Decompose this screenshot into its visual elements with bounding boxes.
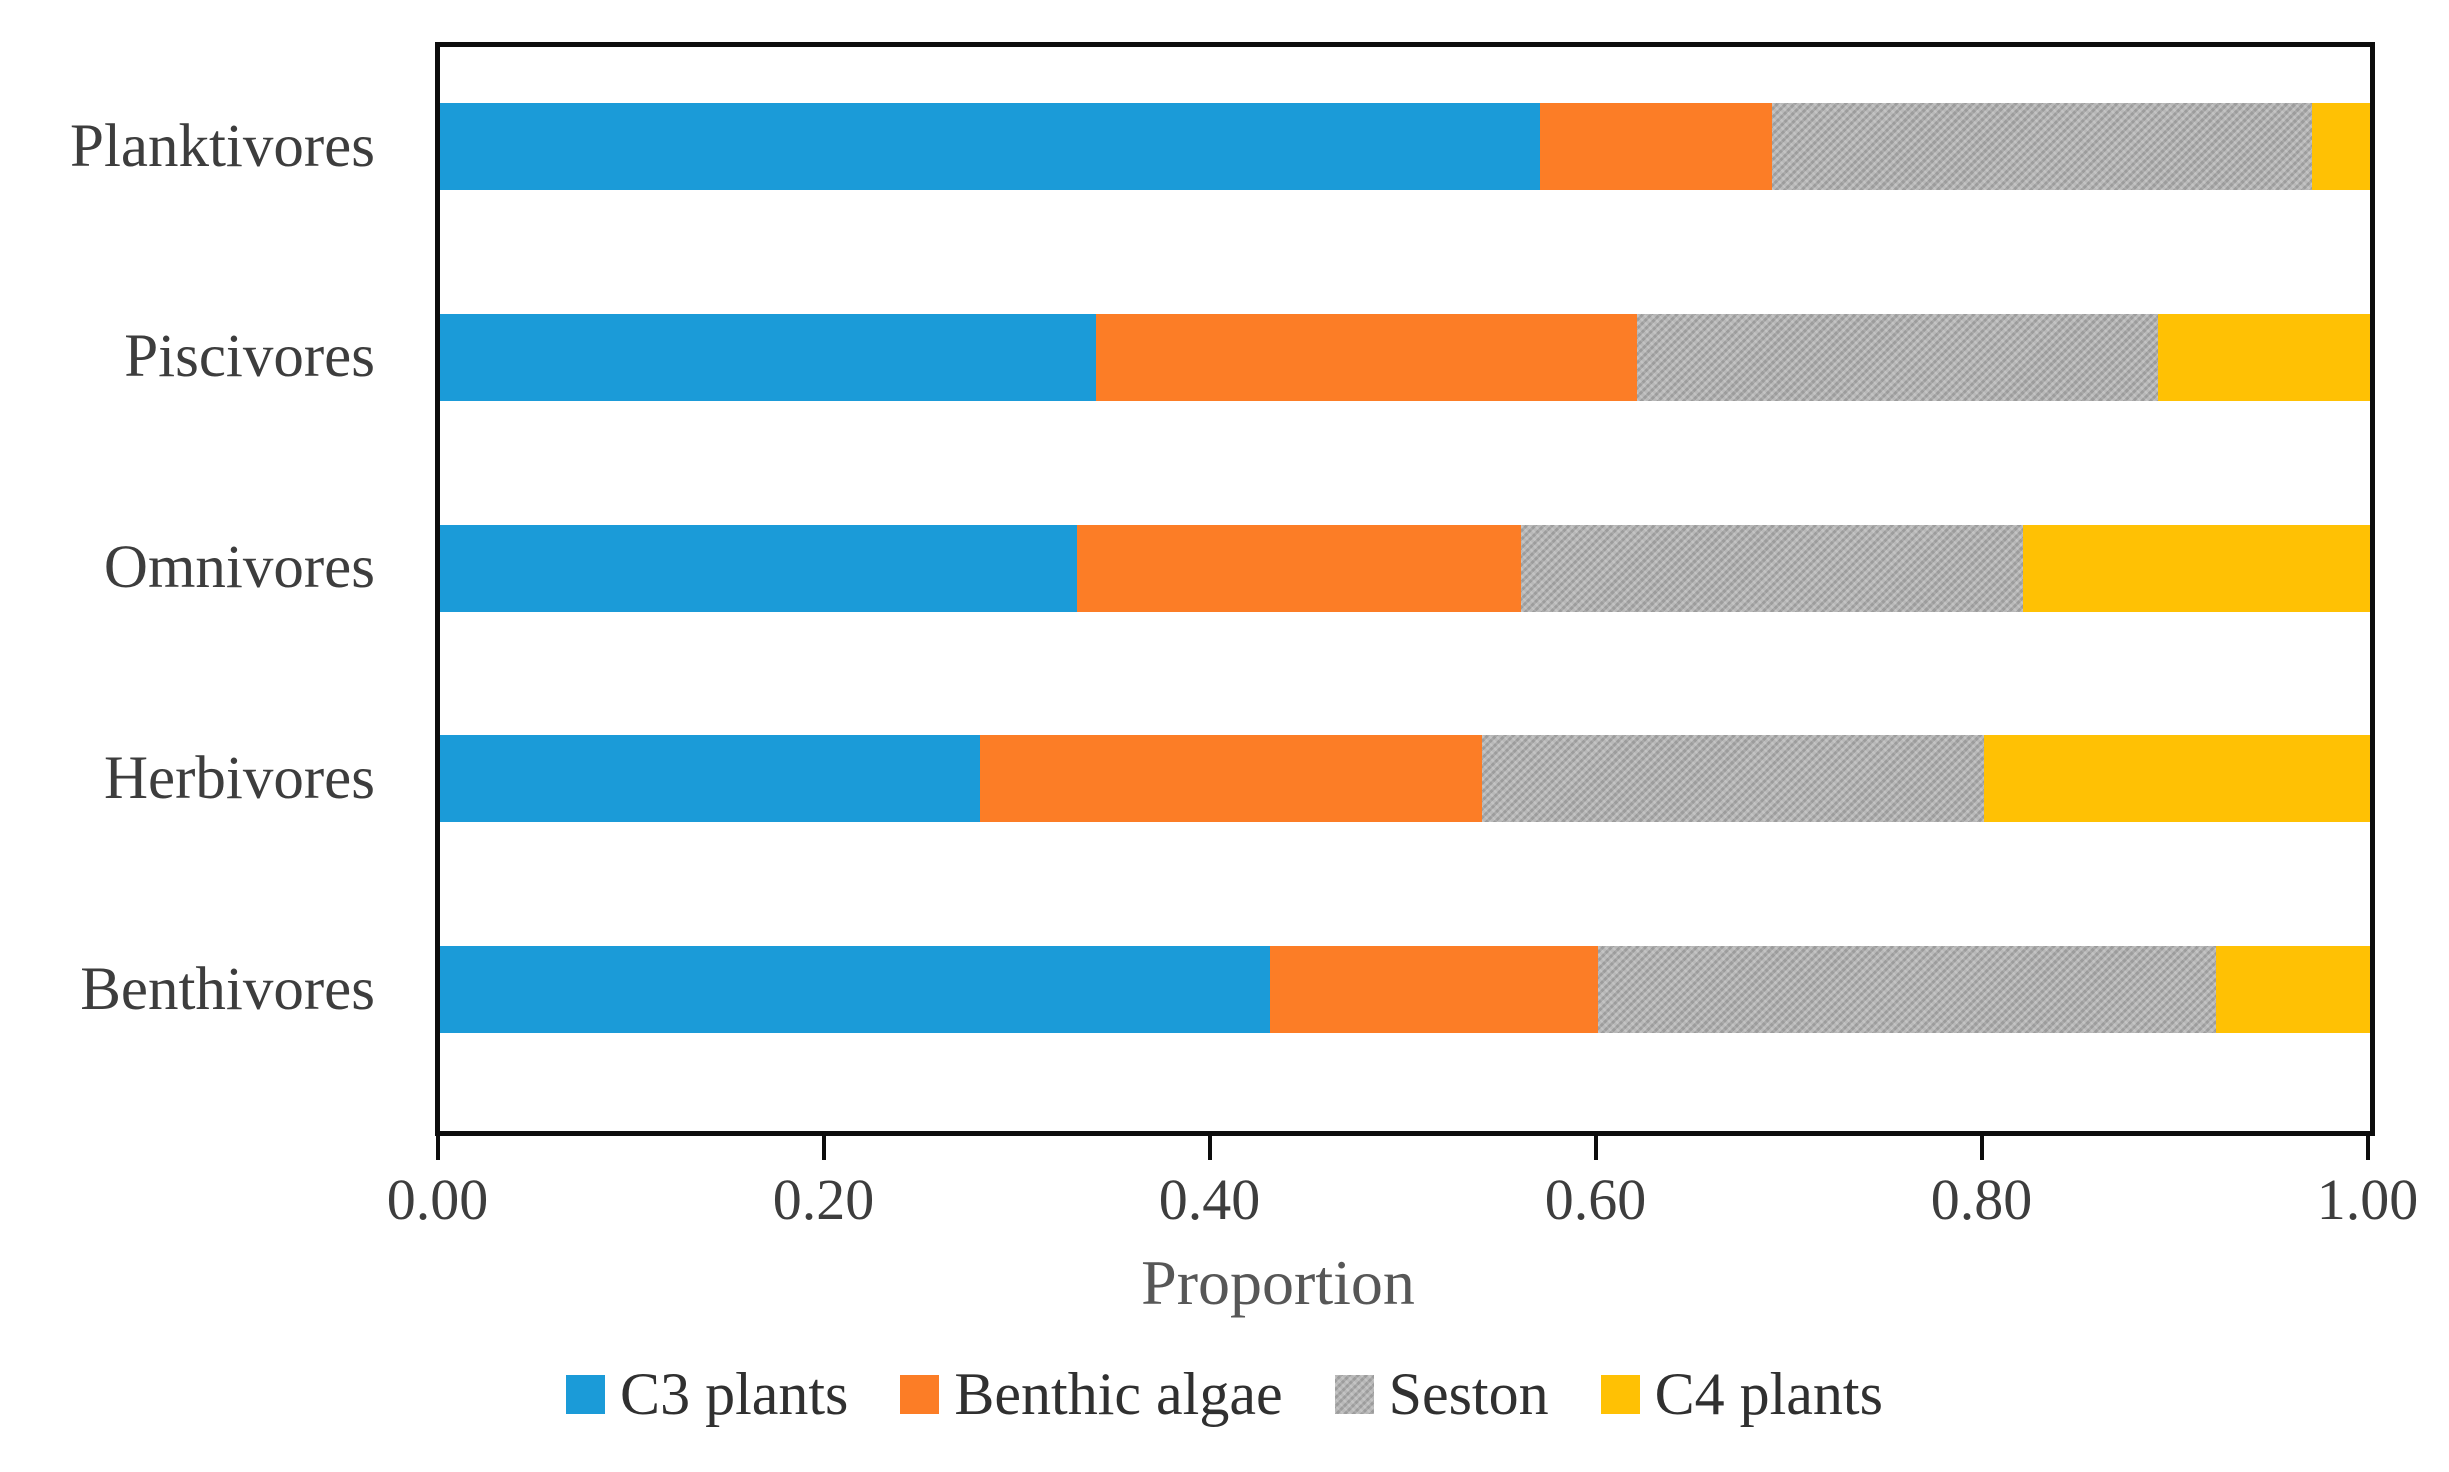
legend-label: Seston [1388,1361,1549,1427]
tick-label: 0.40 [1158,1167,1261,1232]
value-axis: 0.00 0.20 0.40 0.60 0.80 1.00 [387,1136,2418,1246]
legend-item-c4-plants: C4 plants [1600,1361,1883,1427]
segment-c3-plants [440,735,981,823]
segment-c3-plants [440,524,1077,612]
tick-label: 1.00 [2316,1167,2419,1232]
segment-c4-plants [2157,313,2370,401]
segment-benthic-algae [980,735,1483,823]
segment-c4-plants [2312,103,2370,190]
bar-herbivores [440,735,2370,823]
legend-label: C3 plants [620,1361,849,1427]
tick-label: 0.00 [386,1167,489,1232]
legend-swatch [566,1374,606,1414]
segment-seston [1597,946,2216,1033]
tick-label: 0.60 [1544,1167,1647,1232]
tick-mark [2365,1136,2370,1160]
tick-mark [821,1136,826,1160]
category-label: Herbivores [103,744,375,812]
segment-c3-plants [440,946,1270,1033]
segment-seston [1482,735,1984,823]
legend-label: Benthic algae [954,1361,1283,1427]
segment-seston [1520,524,2023,612]
tick-mark [1593,1136,1598,1160]
legend-swatch [900,1374,940,1414]
bar-benthivores [440,946,2370,1033]
category-label: Omnivores [103,534,375,601]
legend-item-seston: Seston [1334,1361,1549,1427]
legend-label: C4 plants [1654,1361,1883,1427]
bar-piscivores [440,313,2370,401]
segment-c3-plants [440,103,1541,190]
segment-c4-plants [2215,946,2370,1033]
segment-seston [1771,103,2313,190]
segment-c4-plants [2022,524,2370,612]
tick-label: 0.20 [772,1167,875,1232]
tick-mark [1207,1136,1212,1160]
plot-area [435,42,2375,1136]
legend-item-c3-plants: C3 plants [566,1364,848,1424]
bar-planktivores [440,103,2370,190]
segment-c3-plants [440,313,1097,401]
x-axis-title: Proportion [1141,1247,1415,1318]
segment-benthic-algae [1076,524,1521,612]
segment-benthic-algae [1096,313,1637,401]
tick-mark [435,1136,440,1160]
legend-item-benthic-algae: Benthic algae [900,1361,1283,1427]
tick-label: 0.80 [1930,1167,2033,1232]
category-label: Piscivores [124,323,375,391]
category-label: Planktivores [70,112,375,180]
segment-benthic-algae [1269,946,1598,1033]
tick-mark [1979,1136,1984,1160]
bar-omnivores [440,524,2370,612]
legend: C3 plants Benthic algae Seston C4 plants [0,1364,2449,1424]
segment-seston [1636,313,2158,401]
legend-swatch [1334,1374,1374,1414]
category-label: Benthivores [80,955,375,1023]
segment-benthic-algae [1540,103,1772,190]
segment-c4-plants [1983,735,2370,823]
category-axis-labels: Planktivores Piscivores Omnivores Herbivore… [0,42,375,1136]
legend-swatch [1600,1374,1640,1414]
